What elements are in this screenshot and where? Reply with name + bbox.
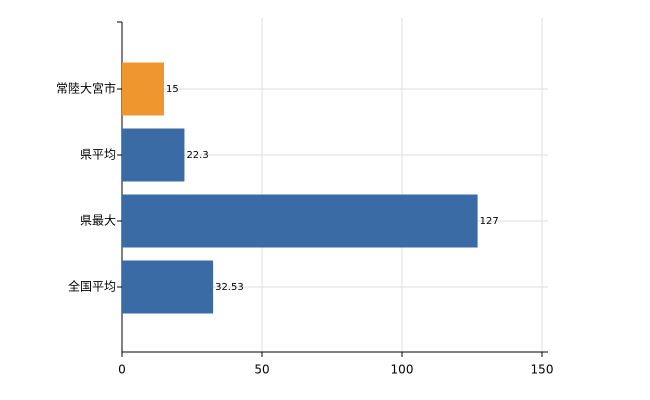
bar bbox=[122, 260, 214, 314]
bar bbox=[122, 128, 185, 182]
x-tick-label: 50 bbox=[254, 363, 269, 377]
value-label: 127 bbox=[480, 216, 499, 227]
y-tick-label: 県最大 bbox=[80, 214, 116, 228]
value-label: 32.53 bbox=[215, 282, 244, 293]
value-label: 15 bbox=[166, 84, 179, 95]
x-tick-label: 100 bbox=[391, 363, 414, 377]
y-tick-label: 県平均 bbox=[80, 148, 116, 162]
value-label: 22.3 bbox=[186, 150, 208, 161]
y-tick-label: 全国平均 bbox=[68, 279, 116, 294]
bar bbox=[122, 62, 164, 116]
bar bbox=[122, 194, 478, 248]
x-tick-label: 0 bbox=[118, 363, 126, 377]
y-tick-label: 常陸大宮市 bbox=[56, 81, 116, 96]
x-tick-label: 150 bbox=[531, 363, 554, 377]
